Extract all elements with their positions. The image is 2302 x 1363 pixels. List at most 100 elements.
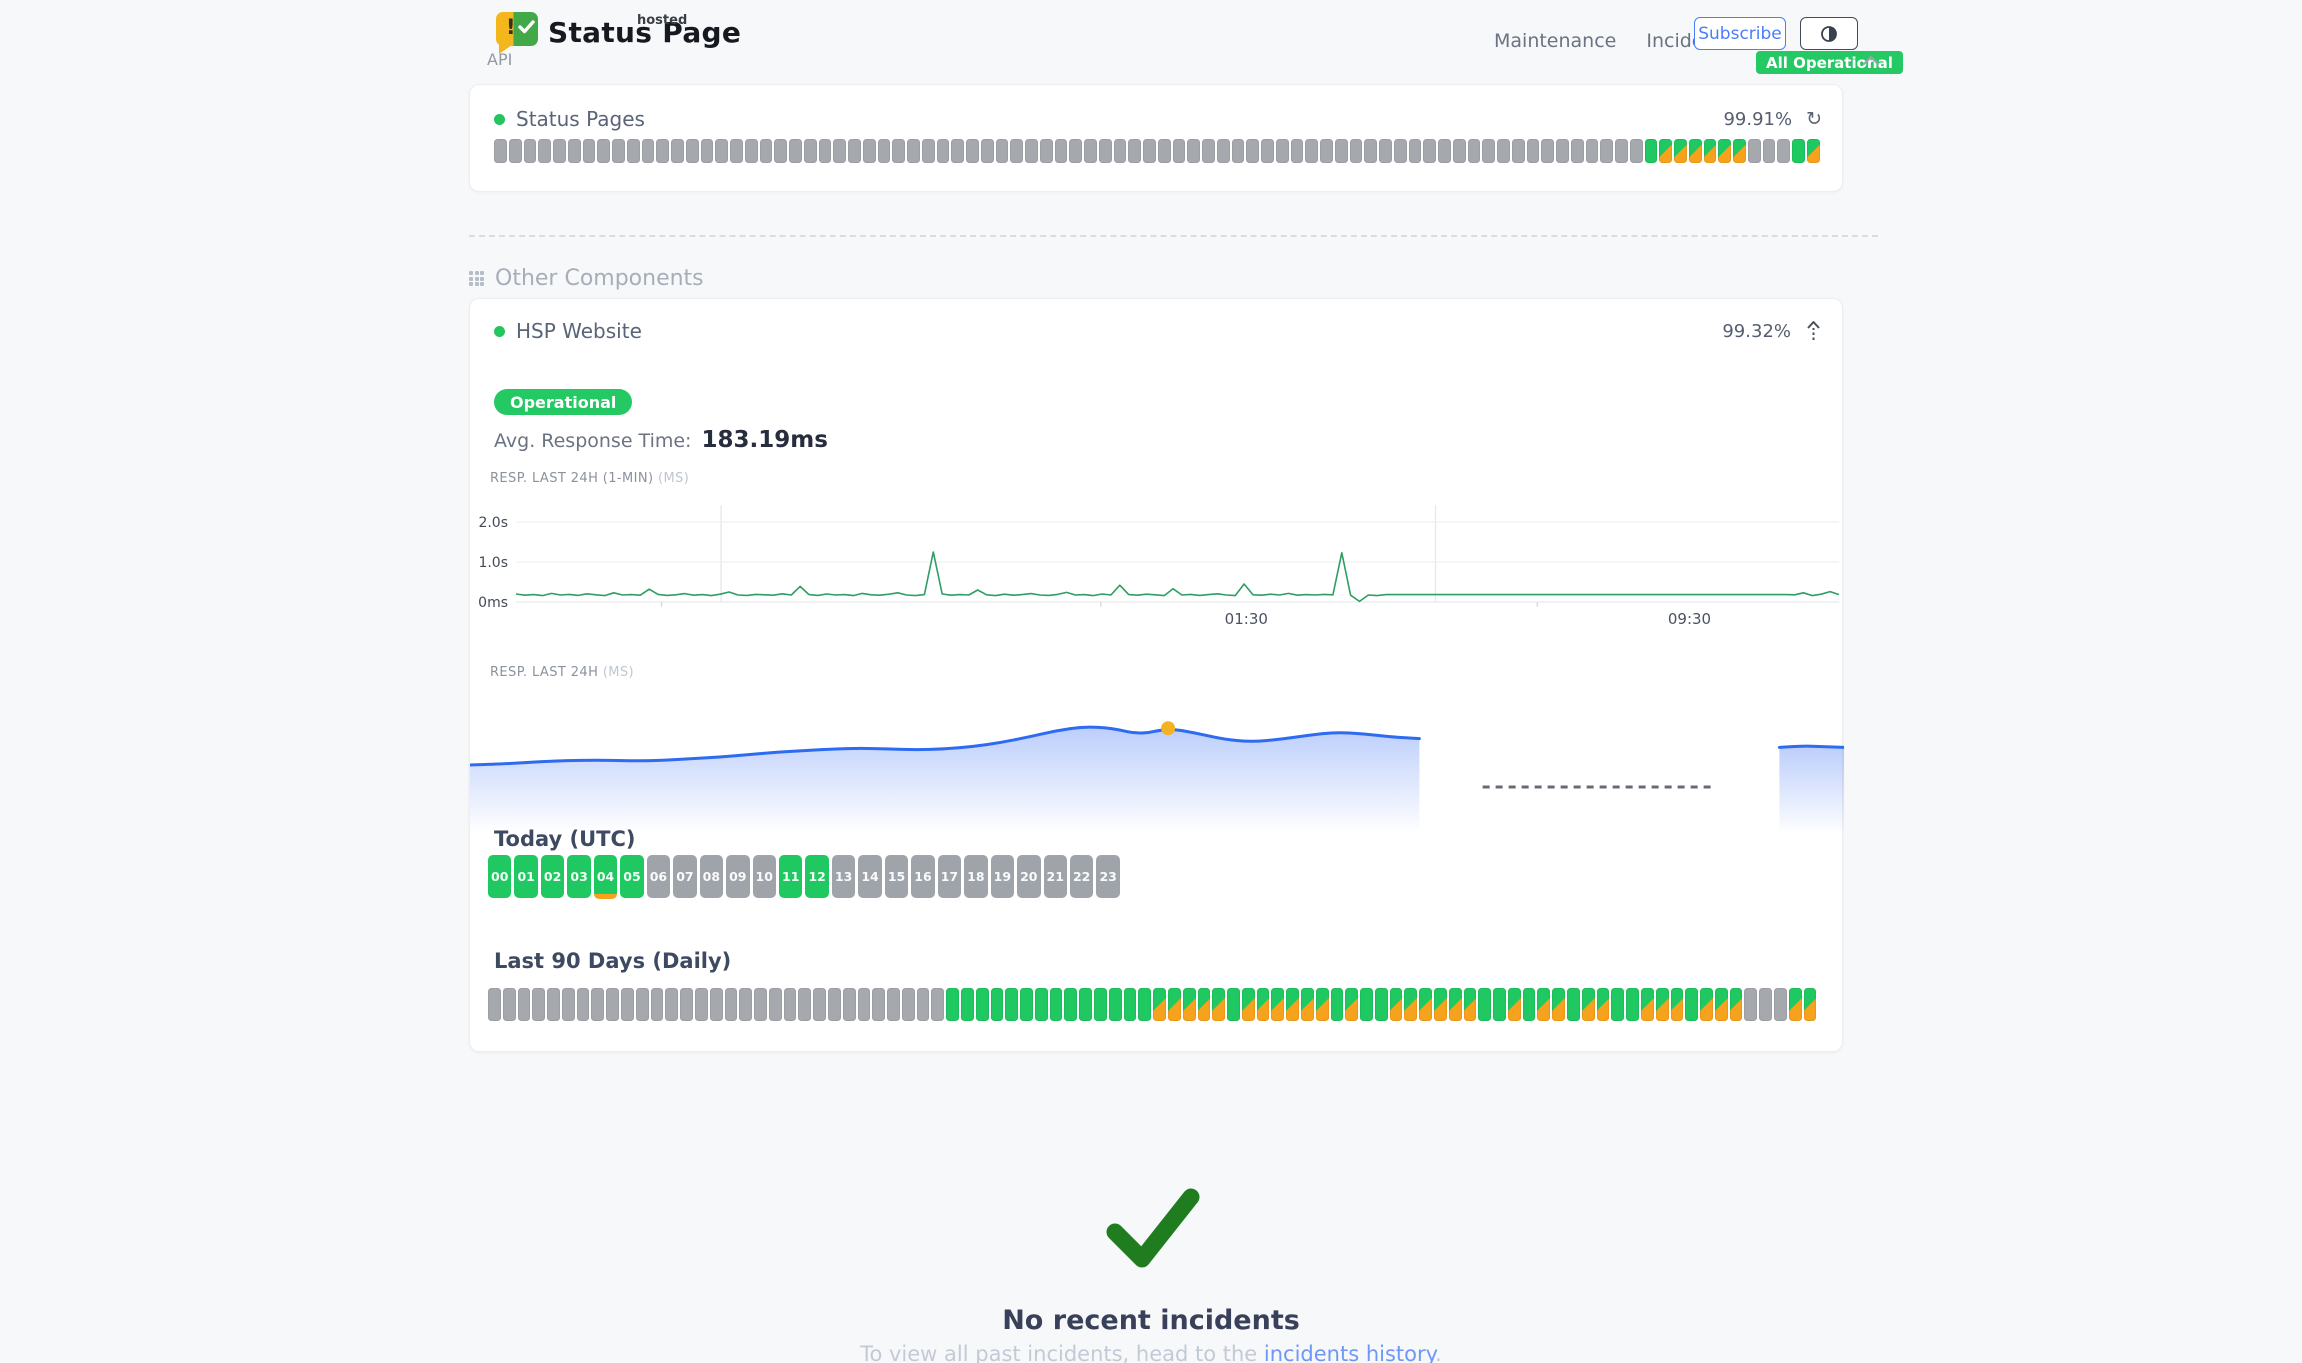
hour-cell-22: 22 [1069, 855, 1094, 898]
uptime-day-bar [931, 988, 945, 1021]
component-name: HSP Website [516, 319, 642, 343]
incidents-history-link[interactable]: incidents history [1263, 1342, 1436, 1363]
uptime-day-bar [508, 139, 522, 163]
uptime-day-bar [1626, 988, 1639, 1021]
website-component-card: HSP Website 99.32% Operational Avg. Resp… [469, 298, 1844, 1052]
uptime-day-bar [730, 139, 743, 163]
uptime-day-bar [1482, 139, 1495, 163]
uptime-day-bar [1389, 988, 1403, 1021]
uptime-day-bar [1556, 139, 1569, 163]
uptime-day-bar [1762, 139, 1776, 163]
uptime-day-bar [1497, 139, 1510, 163]
uptime-day-bar [1581, 988, 1595, 1021]
uptime-day-bar [709, 988, 723, 1021]
uptime-day-bar [591, 988, 605, 1021]
uptime-day-bar [1493, 988, 1506, 1021]
uptime-day-bar [966, 139, 979, 163]
uptime-day-bar [1688, 139, 1702, 163]
hour-cell-01: 01 [514, 855, 538, 898]
uptime-day-bar [1275, 139, 1289, 163]
operational-dot-icon [494, 113, 505, 125]
uptime-day-bar [612, 139, 625, 163]
uptime-day-bar [1570, 139, 1584, 163]
subscribe-button[interactable]: Subscribe [1694, 17, 1786, 50]
trend-up-icon [1807, 320, 1820, 340]
uptime-day-bar [1261, 139, 1274, 163]
dashed-divider [469, 235, 1878, 237]
uptime-day-bar [768, 988, 782, 1021]
uptime-day-bar [1334, 139, 1348, 163]
svg-text:1.0s: 1.0s [478, 555, 508, 571]
no-incidents-subtext: To view all past incidents, head to the … [0, 1342, 2302, 1363]
hour-cell-06: 06 [646, 855, 671, 898]
uptime-day-bar [961, 988, 974, 1021]
uptime-day-bar [1393, 139, 1407, 163]
logo-speech-bubble-icon: ! [496, 12, 538, 54]
uptime-day-bar [857, 988, 871, 1021]
today-title: Today (UTC) [494, 827, 636, 851]
uptime-day-bar [1423, 139, 1436, 163]
uptime-day-bar [532, 988, 546, 1021]
uptime-day-bar [1714, 988, 1728, 1021]
uptime-day-bar [1364, 139, 1377, 163]
hour-cell-12: 12 [805, 855, 829, 898]
uptime-day-bar [1020, 988, 1033, 1021]
uptime-day-bar [1157, 139, 1171, 163]
today-hour-cells: 00 01 02 03 04 05 06 07 08 09 10 11 12 13 14 15 16 17 18 19… [488, 855, 1120, 899]
uptime-percentage: 99.32% [1722, 320, 1791, 342]
uptime-day-bar [523, 139, 537, 163]
uptime-day-bar [1064, 988, 1078, 1021]
uptime-day-bar [650, 988, 664, 1021]
uptime-day-bar [1305, 139, 1318, 163]
hour-cell-13: 13 [831, 855, 856, 898]
refresh-icon[interactable]: ↻ [1806, 107, 1822, 130]
uptime-day-bar [1596, 988, 1610, 1021]
uptime-day-bar [1467, 139, 1481, 163]
uptime-day-bar [946, 988, 959, 1021]
uptime-day-bar [916, 988, 930, 1021]
uptime-day-bar [656, 139, 669, 163]
uptime-day-bar [1231, 139, 1245, 163]
uptime-day-bar [1729, 988, 1743, 1021]
uptime-day-bar [833, 139, 846, 163]
status-pill: Operational [494, 389, 633, 415]
chevron-up-icon[interactable] [1862, 55, 1880, 66]
uptime-day-bar [561, 988, 575, 1021]
section-other-components: Other Components [469, 266, 704, 291]
uptime-day-bar [1197, 988, 1211, 1021]
uptime-day-bar [1079, 988, 1093, 1021]
uptime-day-bar [1360, 988, 1373, 1021]
uptime-day-bar [872, 988, 886, 1021]
hour-cell-08: 08 [699, 855, 724, 898]
hour-cell-18: 18 [964, 855, 988, 898]
uptime-day-bar [724, 988, 738, 1021]
uptime-day-bar [1703, 139, 1717, 163]
uptime-day-bar [827, 988, 841, 1021]
uptime-day-bar [1803, 988, 1817, 1021]
uptime-day-bar [582, 139, 596, 163]
overall-status-badge[interactable]: All Operational [1756, 51, 1903, 74]
nav-maintenance[interactable]: Maintenance [1494, 30, 1617, 52]
uptime-day-bar [818, 139, 832, 163]
svg-text:01:30: 01:30 [1225, 610, 1268, 628]
component-row: Status Pages 99.91% ↻ [494, 107, 1822, 131]
degraded-notch [593, 894, 618, 899]
uptime-day-bar [1113, 139, 1127, 163]
uptime-day-bar [1300, 988, 1314, 1021]
uptime-day-bar [990, 988, 1004, 1021]
uptime-day-bar [538, 139, 551, 163]
uptime-day-bar [803, 139, 817, 163]
uptime-day-bar [1644, 139, 1658, 163]
theme-toggle-button[interactable] [1800, 17, 1858, 50]
uptime-day-bar [1005, 988, 1019, 1021]
uptime-day-bar [951, 139, 964, 163]
hour-cell-21: 21 [1043, 855, 1067, 898]
hour-cell-17: 17 [937, 855, 962, 898]
uptime-day-bar [1685, 988, 1699, 1021]
grid-icon [469, 271, 484, 286]
logo[interactable]: ! [496, 12, 538, 54]
uptime-day-bar [1655, 988, 1669, 1021]
component-name: Status Pages [516, 107, 645, 131]
hour-cell-07: 07 [673, 855, 697, 898]
uptime-day-bar [1349, 139, 1363, 163]
